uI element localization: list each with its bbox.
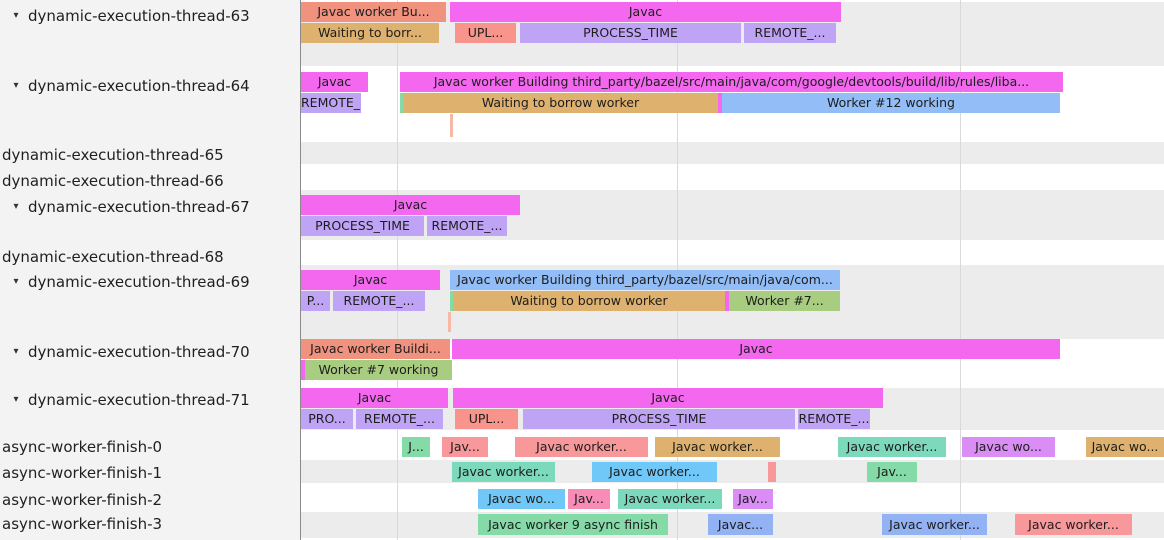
sidebar-item-async-3: async-worker-finish-3: [2, 515, 163, 533]
collapse-triangle-icon[interactable]: ▾: [13, 80, 19, 91]
trace-slice[interactable]: Javac worker...: [452, 462, 555, 482]
sidebar-item-thread-68: dynamic-execution-thread-68: [2, 248, 224, 266]
trace-slice[interactable]: J...: [402, 437, 430, 457]
trace-slice-sliver[interactable]: [450, 291, 453, 311]
trace-slice-sliver[interactable]: [718, 93, 722, 113]
trace-slice[interactable]: Javac: [301, 72, 368, 92]
trace-slice[interactable]: PROCESS_TIME: [520, 23, 741, 43]
trace-slice[interactable]: Waiting to borr...: [301, 23, 439, 43]
trace-slice[interactable]: Jav...: [867, 462, 917, 482]
trace-slice-sliver[interactable]: [450, 114, 453, 137]
trace-slice[interactable]: Waiting to borrow worker: [403, 93, 718, 113]
track-background-thread-65: [300, 142, 1164, 164]
trace-slice[interactable]: Jav...: [442, 437, 488, 457]
trace-slice[interactable]: PROCESS_TIME: [523, 409, 795, 429]
collapse-triangle-icon[interactable]: ▾: [13, 10, 19, 21]
time-gridline: [960, 0, 961, 540]
trace-slice[interactable]: Javac worker...: [515, 437, 648, 457]
trace-slice[interactable]: Javac worker 9 async finish: [478, 514, 668, 535]
sidebar-item-thread-66: dynamic-execution-thread-66: [2, 172, 224, 190]
trace-slice[interactable]: Jav...: [568, 489, 610, 509]
trace-slice[interactable]: Worker #12 working: [722, 93, 1060, 113]
trace-slice[interactable]: UPL...: [455, 409, 518, 429]
trace-slice[interactable]: P...: [301, 291, 330, 311]
trace-slice[interactable]: REMOTE_...: [744, 23, 836, 43]
trace-slice[interactable]: Javac worker...: [838, 437, 946, 457]
trace-slice[interactable]: Javac worker Building third_party/bazel/…: [450, 270, 840, 290]
sidebar-item-async-1: async-worker-finish-1: [2, 464, 163, 482]
trace-slice[interactable]: Javac worker Building third_party/bazel/…: [400, 72, 1063, 92]
sidebar-item-thread-63[interactable]: dynamic-execution-thread-63: [28, 7, 250, 25]
trace-slice[interactable]: Worker #7 working: [305, 360, 452, 380]
trace-slice[interactable]: REMOTE_...: [798, 409, 870, 429]
trace-slice[interactable]: Javac worker...: [882, 514, 987, 535]
collapse-triangle-icon[interactable]: ▾: [13, 201, 19, 212]
trace-slice[interactable]: REMOTE_...: [301, 93, 361, 113]
sidebar-item-thread-69[interactable]: dynamic-execution-thread-69: [28, 273, 250, 291]
trace-slice[interactable]: PRO...: [301, 409, 353, 429]
trace-slice[interactable]: PROCESS_TIME: [301, 216, 424, 236]
sidebar-item-thread-64[interactable]: dynamic-execution-thread-64: [28, 77, 250, 95]
sidebar-item-thread-70[interactable]: dynamic-execution-thread-70: [28, 343, 250, 361]
sidebar-item-async-2: async-worker-finish-2: [2, 491, 163, 509]
trace-slice[interactable]: REMOTE_...: [427, 216, 507, 236]
trace-slice[interactable]: Javac wo...: [478, 489, 565, 509]
trace-slice[interactable]: REMOTE_...: [356, 409, 443, 429]
sidebar-item-async-0: async-worker-finish-0: [2, 438, 163, 456]
trace-slice[interactable]: Waiting to borrow worker: [453, 291, 725, 311]
trace-slice-sliver[interactable]: [448, 312, 451, 332]
trace-slice[interactable]: Javac: [301, 388, 448, 408]
collapse-triangle-icon[interactable]: ▾: [13, 276, 19, 287]
trace-slice[interactable]: Javac wo...: [962, 437, 1055, 457]
trace-slice-sliver[interactable]: [768, 462, 776, 482]
trace-slice[interactable]: Worker #7...: [729, 291, 840, 311]
trace-slice[interactable]: Jav...: [733, 489, 773, 509]
sidebar-item-thread-65: dynamic-execution-thread-65: [2, 146, 224, 164]
trace-slice[interactable]: Javac: [301, 270, 440, 290]
trace-slice[interactable]: Javac worker...: [655, 437, 780, 457]
collapse-triangle-icon[interactable]: ▾: [13, 346, 19, 357]
trace-slice[interactable]: Javac worker Buildi...: [301, 339, 450, 359]
trace-slice[interactable]: UPL...: [455, 23, 516, 43]
track-label-sidebar: ▾ dynamic-execution-thread-63 ▾ dynamic-exe…: [0, 0, 301, 540]
trace-slice[interactable]: Javac: [453, 388, 883, 408]
trace-slice[interactable]: Javac worker...: [592, 462, 717, 482]
trace-slice[interactable]: Javac: [452, 339, 1060, 359]
sidebar-item-thread-71[interactable]: dynamic-execution-thread-71: [28, 391, 250, 409]
trace-slice-sliver[interactable]: [725, 291, 729, 311]
trace-slice-sliver[interactable]: [400, 93, 403, 113]
trace-slice[interactable]: Javac worker Bu...: [301, 2, 446, 22]
trace-slice[interactable]: Javac: [450, 2, 841, 22]
trace-slice[interactable]: Javac worker...: [618, 489, 722, 509]
trace-slice[interactable]: REMOTE_...: [333, 291, 425, 311]
trace-slice-sliver[interactable]: [301, 360, 305, 380]
trace-slice[interactable]: Javac wo...: [1086, 437, 1164, 457]
sidebar-item-thread-67[interactable]: dynamic-execution-thread-67: [28, 198, 250, 216]
collapse-triangle-icon[interactable]: ▾: [13, 394, 19, 405]
trace-slice[interactable]: Javac: [301, 195, 520, 215]
trace-slice[interactable]: Javac...: [708, 514, 773, 535]
trace-slice[interactable]: Javac worker...: [1015, 514, 1132, 535]
